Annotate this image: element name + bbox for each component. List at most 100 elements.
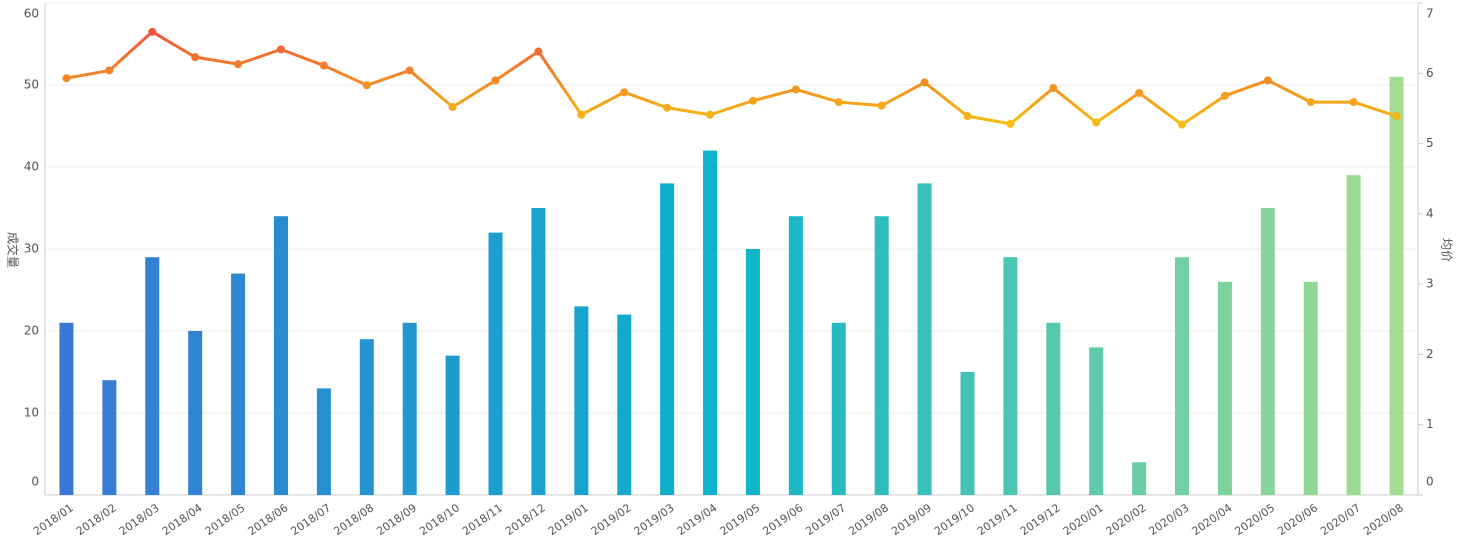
- line-point: [663, 103, 672, 112]
- x-tick-label: 2019/02: [589, 501, 634, 538]
- line-point: [62, 74, 71, 83]
- line-point: [276, 45, 285, 54]
- y2-tick-label: 2: [1426, 347, 1434, 361]
- bar: [188, 331, 203, 495]
- line-point: [534, 47, 543, 56]
- line-point: [791, 85, 800, 94]
- x-tick-label: 2019/03: [632, 501, 677, 538]
- x-tick-label: 2018/08: [331, 501, 376, 538]
- x-tick-label: 2018/03: [117, 501, 162, 538]
- bar: [1303, 281, 1318, 495]
- x-tick-label: 2019/05: [718, 501, 763, 538]
- bar: [316, 388, 331, 495]
- line-point: [748, 96, 757, 105]
- line-point: [1049, 84, 1058, 93]
- line-point: [148, 27, 157, 36]
- bar: [703, 150, 718, 495]
- x-tick-label: 2019/01: [546, 501, 591, 538]
- x-tick-label: 2018/09: [374, 501, 419, 538]
- line-point: [1092, 118, 1101, 127]
- bar: [1175, 257, 1190, 495]
- bar: [59, 322, 74, 495]
- x-tick-label: 2020/06: [1275, 501, 1320, 538]
- y-tick-label: 40: [24, 160, 39, 174]
- x-tick-label: 2019/07: [803, 501, 848, 538]
- x-tick-label: 2018/04: [160, 501, 205, 538]
- x-tick-label: 2019/08: [846, 501, 891, 538]
- bar: [1089, 347, 1104, 495]
- line-point: [1349, 98, 1358, 107]
- line-point: [362, 81, 371, 90]
- bar: [231, 273, 246, 495]
- x-tick-label: 2020/07: [1318, 501, 1363, 538]
- line-point: [834, 98, 843, 107]
- line-point: [1135, 88, 1144, 97]
- bar: [488, 232, 503, 495]
- y2-tick-label: 4: [1426, 206, 1434, 220]
- x-tick-label: 2018/02: [74, 501, 119, 538]
- bar: [1003, 257, 1018, 495]
- x-tick-label: 2019/12: [1018, 501, 1063, 538]
- line-point: [706, 110, 715, 119]
- line-point: [1263, 76, 1272, 85]
- bar: [102, 380, 117, 495]
- x-tick-label: 2020/08: [1361, 501, 1406, 538]
- y2-tick-label: 1: [1426, 417, 1434, 431]
- bar: [531, 208, 546, 495]
- bar: [359, 339, 374, 495]
- bar: [1346, 175, 1361, 495]
- y-axis-label: 成交量: [6, 232, 21, 268]
- bar: [1260, 208, 1275, 495]
- bar: [660, 183, 675, 495]
- x-tick-label: 2018/11: [460, 501, 505, 538]
- y-tick-label: 50: [24, 78, 39, 92]
- line-point: [1178, 120, 1187, 129]
- x-tick-label: 2018/12: [503, 501, 548, 538]
- y-tick-label: 60: [24, 7, 39, 21]
- line: [66, 30, 1398, 127]
- line-point: [1220, 91, 1229, 100]
- y2-tick-label: 0: [1426, 475, 1434, 489]
- bar: [960, 372, 975, 495]
- bar: [273, 216, 288, 495]
- line-point: [405, 66, 414, 75]
- bar: [1389, 76, 1404, 496]
- x-tick-label: 2019/09: [889, 501, 934, 538]
- x-tick-label: 2018/01: [31, 501, 76, 538]
- line-point: [491, 76, 500, 85]
- x-tick-label: 2019/11: [975, 501, 1020, 538]
- x-tick-label: 2018/10: [417, 501, 462, 538]
- line-point: [577, 110, 586, 119]
- y2-tick-label: 6: [1426, 66, 1434, 80]
- x-tick-label: 2020/05: [1232, 501, 1277, 538]
- bar: [745, 249, 760, 495]
- line-point: [1006, 119, 1015, 128]
- x-tick-label: 2018/06: [246, 501, 291, 538]
- y2-tick-label: 7: [1426, 7, 1434, 21]
- y-tick-label: 20: [24, 324, 39, 338]
- line-point: [191, 53, 200, 62]
- line-point: [620, 88, 629, 97]
- bar: [1217, 281, 1232, 495]
- line-point: [234, 60, 243, 69]
- x-tick-label: 2020/04: [1189, 501, 1234, 538]
- x-tick-label: 2019/10: [932, 501, 977, 538]
- bar: [874, 216, 889, 495]
- x-tick-label: 2019/04: [675, 501, 720, 538]
- x-tick-label: 2018/07: [288, 501, 333, 538]
- y2-tick-label: 3: [1426, 277, 1434, 291]
- line-point: [920, 78, 929, 87]
- y-tick-label: 10: [24, 406, 39, 420]
- line-point: [963, 112, 972, 121]
- line-point: [877, 101, 886, 110]
- y2-axis-label: 均价: [1440, 238, 1454, 262]
- x-tick-label: 2020/02: [1104, 501, 1149, 538]
- x-tick-label: 2020/03: [1147, 501, 1192, 538]
- x-tick-label: 2018/05: [203, 501, 248, 538]
- bar: [145, 257, 160, 495]
- line-point: [448, 103, 457, 112]
- bar: [1046, 322, 1061, 495]
- x-tick-label: 2020/01: [1061, 501, 1106, 538]
- line-point: [1306, 98, 1315, 107]
